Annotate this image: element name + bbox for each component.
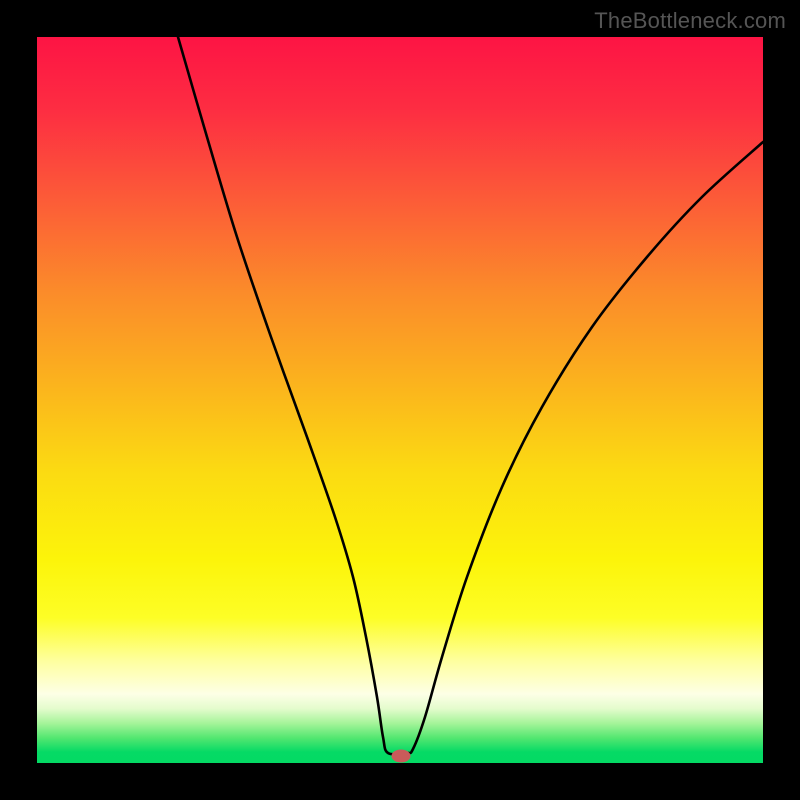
bottleneck-chart xyxy=(0,0,800,800)
plot-background xyxy=(37,37,763,763)
watermark-text: TheBottleneck.com xyxy=(594,8,786,34)
curve-minimum-marker xyxy=(392,750,411,763)
